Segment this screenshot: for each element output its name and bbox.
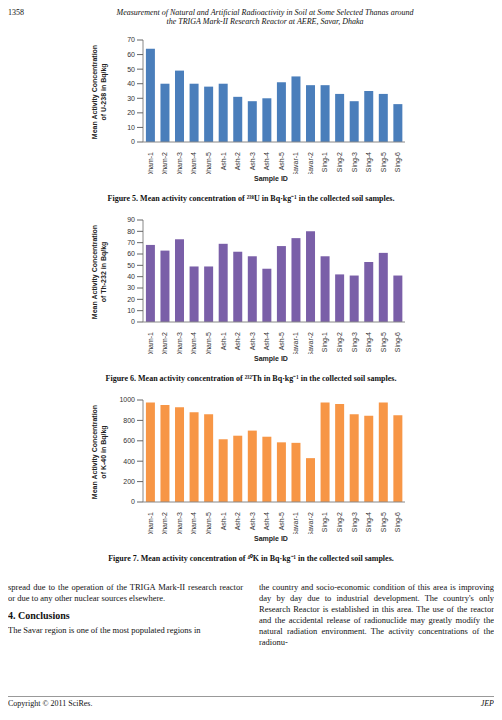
- svg-text:Ash-1: Ash-1: [220, 152, 227, 170]
- svg-text:Sing-2: Sing-2: [336, 152, 344, 172]
- html-text:Figure 6. Mean activity concen: Figure 6. Mean activity concentration of…: [105, 374, 397, 383]
- svg-text:40: 40: [127, 80, 135, 87]
- svg-text:Dham-1: Dham-1: [147, 152, 154, 174]
- svg-text:Ash-5: Ash-5: [278, 332, 285, 350]
- svg-text:Dham-3: Dham-3: [176, 512, 183, 534]
- svg-text:Dham-2: Dham-2: [161, 152, 168, 174]
- svg-text:Ash-5: Ash-5: [278, 152, 285, 170]
- svg-text:0: 0: [131, 138, 135, 145]
- svg-text:400: 400: [123, 458, 135, 465]
- html-text:JEP: JEP: [480, 699, 494, 708]
- svg-text:Ash-2: Ash-2: [234, 152, 241, 170]
- svg-text:Savar-2: Savar-2: [307, 152, 314, 174]
- svg-text:Ash-4: Ash-4: [263, 512, 270, 530]
- svg-text:Sing-3: Sing-3: [351, 152, 359, 172]
- svg-text:200: 200: [123, 478, 135, 485]
- svg-text:Ash-4: Ash-4: [263, 152, 270, 170]
- html-text:the country and socio-economic: the country and socio-economic condition…: [259, 582, 494, 647]
- html-text:Copyright © 2011 SciRes.: Copyright © 2011 SciRes.: [8, 699, 93, 708]
- html-text:Figure 5. Mean activity concen: Figure 5. Mean activity concentration of…: [107, 194, 395, 203]
- svg-text:0: 0: [131, 318, 135, 325]
- svg-text:60: 60: [127, 250, 135, 257]
- svg-text:Dham-5: Dham-5: [205, 512, 212, 534]
- html-text:Figure 7. Mean activity concen: Figure 7. Mean activity concentration of…: [108, 554, 394, 563]
- svg-text:60: 60: [127, 51, 135, 58]
- svg-text:Dham-2: Dham-2: [161, 332, 168, 354]
- svg-text:Mean Activity Concentration: Mean Activity Concentration: [91, 405, 99, 499]
- svg-text:Sing-1: Sing-1: [321, 512, 329, 532]
- svg-text:Ash-3: Ash-3: [249, 512, 256, 530]
- svg-text:of K-40 in Bq/kg: of K-40 in Bq/kg: [100, 425, 108, 478]
- svg-text:Ash-1: Ash-1: [220, 332, 227, 350]
- svg-text:30: 30: [127, 284, 135, 291]
- html-text:Measurement of Natural and Art: Measurement of Natural and Artificial Ra…: [116, 8, 414, 17]
- svg-text:Ash-5: Ash-5: [278, 512, 285, 530]
- svg-text:Sing-2: Sing-2: [336, 512, 344, 532]
- svg-text:Savar-1: Savar-1: [292, 152, 299, 174]
- svg-text:Sing-6: Sing-6: [394, 152, 402, 172]
- svg-text:90: 90: [127, 216, 135, 223]
- svg-text:Mean Activity Concentration: Mean Activity Concentration: [91, 45, 99, 139]
- svg-text:0: 0: [131, 498, 135, 505]
- svg-text:of U-238 in Bq/kg: of U-238 in Bq/kg: [100, 63, 108, 120]
- svg-text:Sing-4: Sing-4: [365, 152, 373, 172]
- svg-text:Sing-5: Sing-5: [380, 512, 388, 532]
- svg-text:Savar-1: Savar-1: [292, 332, 299, 354]
- svg-text:Mean Activity Concentration: Mean Activity Concentration: [91, 225, 99, 319]
- svg-text:Dham-4: Dham-4: [190, 332, 197, 354]
- svg-text:Ash-3: Ash-3: [249, 332, 256, 350]
- svg-text:Sing-6: Sing-6: [394, 512, 402, 532]
- html-text:spread due to the operation of: spread due to the operation of the TRIGA…: [8, 582, 243, 603]
- html-text:the TRIGA Mark-II Research Rea: the TRIGA Mark-II Research Reactor at AE…: [166, 17, 364, 26]
- svg-text:800: 800: [123, 417, 135, 424]
- svg-text:Dham-2: Dham-2: [161, 512, 168, 534]
- svg-text:Sing-5: Sing-5: [380, 152, 388, 172]
- svg-text:10: 10: [127, 124, 135, 131]
- svg-text:40: 40: [127, 273, 135, 280]
- svg-text:10: 10: [127, 307, 135, 314]
- svg-text:Sing-6: Sing-6: [394, 332, 402, 352]
- svg-text:Dham-3: Dham-3: [176, 332, 183, 354]
- html-text:The Savar region is one of the: The Savar region is one of the most popu…: [8, 625, 201, 635]
- svg-text:Dham-1: Dham-1: [147, 332, 154, 354]
- svg-text:20: 20: [127, 296, 135, 303]
- svg-text:of Th-232 in Bq/kg: of Th-232 in Bq/kg: [100, 242, 108, 303]
- svg-text:Sing-4: Sing-4: [365, 512, 373, 532]
- svg-text:Sing-3: Sing-3: [351, 512, 359, 532]
- html-text:4. Conclusions: 4. Conclusions: [8, 610, 70, 621]
- svg-text:30: 30: [127, 95, 135, 102]
- svg-text:Ash-2: Ash-2: [234, 512, 241, 530]
- svg-text:Sing-1: Sing-1: [321, 332, 329, 352]
- html-text:Sample ID: Sample ID: [254, 355, 288, 362]
- svg-text:80: 80: [127, 228, 135, 235]
- svg-text:20: 20: [127, 109, 135, 116]
- svg-text:Dham-3: Dham-3: [176, 152, 183, 174]
- svg-text:Sing-2: Sing-2: [336, 332, 344, 352]
- svg-text:Dham-5: Dham-5: [205, 332, 212, 354]
- svg-text:Ash-3: Ash-3: [249, 152, 256, 170]
- svg-text:50: 50: [127, 66, 135, 73]
- svg-text:1000: 1000: [119, 396, 135, 403]
- svg-text:Sing-3: Sing-3: [351, 332, 359, 352]
- svg-text:70: 70: [127, 239, 135, 246]
- svg-text:70: 70: [127, 36, 135, 43]
- svg-text:Dham-4: Dham-4: [190, 512, 197, 534]
- svg-text:Ash-4: Ash-4: [263, 332, 270, 350]
- html-text:Sample ID: Sample ID: [254, 535, 288, 542]
- html-text:1358: 1358: [8, 8, 24, 17]
- html-text:Sample ID: Sample ID: [254, 175, 288, 182]
- svg-text:Savar-1: Savar-1: [292, 512, 299, 534]
- svg-text:600: 600: [123, 437, 135, 444]
- svg-text:Ash-2: Ash-2: [234, 332, 241, 350]
- svg-text:Savar-2: Savar-2: [307, 512, 314, 534]
- svg-text:Sing-5: Sing-5: [380, 332, 388, 352]
- svg-text:Dham-1: Dham-1: [147, 512, 154, 534]
- svg-text:Savar-2: Savar-2: [307, 332, 314, 354]
- svg-text:Dham-5: Dham-5: [205, 152, 212, 174]
- svg-text:Sing-1: Sing-1: [321, 152, 329, 172]
- svg-text:Sing-4: Sing-4: [365, 332, 373, 352]
- svg-text:50: 50: [127, 262, 135, 269]
- svg-text:Dham-4: Dham-4: [190, 152, 197, 174]
- svg-text:Ash-1: Ash-1: [220, 512, 227, 530]
